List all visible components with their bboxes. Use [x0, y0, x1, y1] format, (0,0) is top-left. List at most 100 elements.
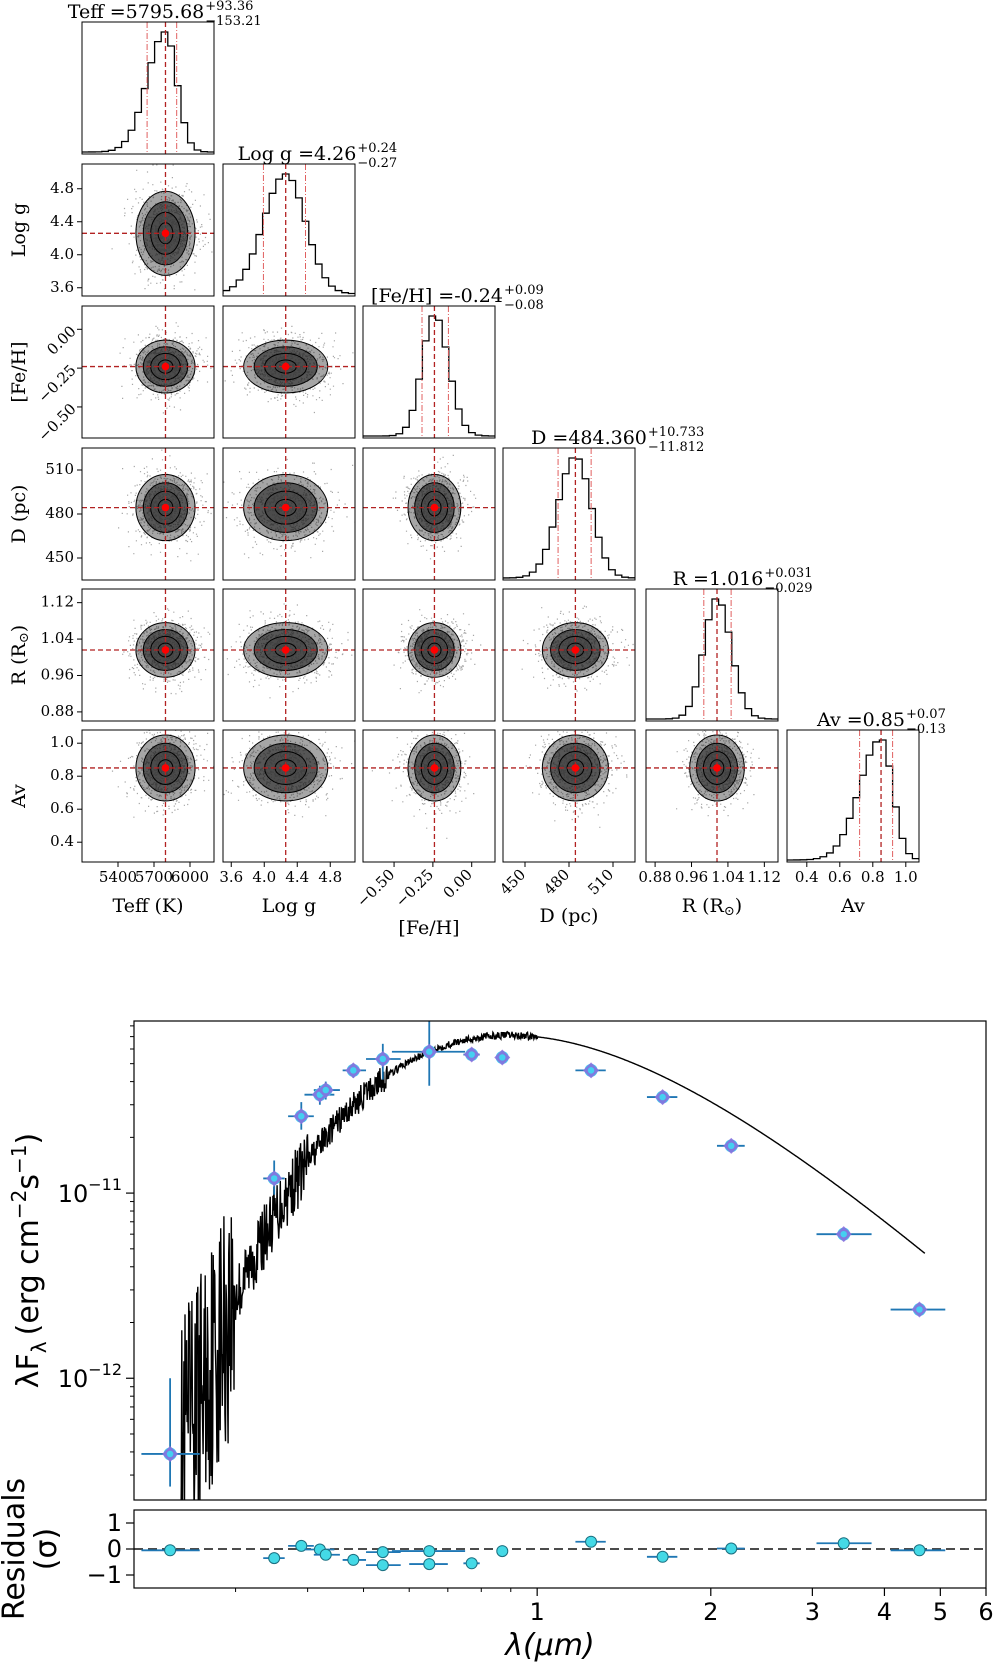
x-tick-label: 1.0 — [894, 868, 918, 886]
median-marker — [430, 646, 439, 654]
axis-label-text: [Fe/H] — [8, 341, 30, 402]
title-param-name: Av — [816, 709, 841, 731]
residuals-y-label-line2: (σ) — [29, 1528, 64, 1570]
title-equals: = — [432, 285, 454, 307]
x-axis-label-wavelength: λ(μm) — [503, 1628, 594, 1663]
sed-point-core-0 — [166, 1450, 174, 1458]
histogram-steps — [787, 739, 919, 861]
err-plus-value: 93.36 — [216, 0, 253, 14]
x-tick-label: 0.4 — [795, 868, 819, 886]
model-spectrum — [180, 1030, 926, 1500]
x-tick-label: 3.6 — [219, 868, 243, 886]
residual-point-7 — [376, 1559, 389, 1572]
scatter-panel-5-2 — [363, 730, 495, 862]
scatter-panel-5-4 — [646, 730, 778, 862]
y-tick-label: 4.8 — [50, 179, 74, 197]
x-tick-label: 0.88 — [638, 868, 671, 886]
axis-label-text: Teff (K) — [113, 895, 184, 917]
sed-point-core-1 — [270, 1175, 278, 1182]
y-tick-label: −0.25 — [34, 361, 79, 406]
y-tick-label: 1.0 — [50, 733, 74, 751]
title-equals: = — [687, 568, 709, 590]
y-tick-label: 0.8 — [50, 766, 74, 784]
scatter-panel-3-1 — [223, 448, 355, 580]
residual-point-6 — [376, 1546, 389, 1559]
tick-exponent: −11 — [88, 1175, 122, 1194]
panel-frame — [502, 447, 636, 581]
err-minus-value: 0.27 — [368, 156, 397, 171]
sed-point-core-12 — [728, 1142, 735, 1150]
panel-frame — [222, 163, 356, 297]
x-tick-label: 0.96 — [675, 868, 708, 886]
ylabel-units: (erg cm — [11, 1219, 46, 1335]
res-x-tick-label: 4 — [877, 1598, 892, 1626]
title-err-minus: −11.812 — [648, 440, 704, 455]
panel-frame — [222, 305, 356, 439]
x-tick-label: 6000 — [171, 868, 209, 886]
x-tick-label: 5400 — [99, 868, 137, 886]
y-axis-label-2: [Fe/H] — [8, 341, 30, 402]
title-equals: = — [841, 709, 863, 731]
title-err-minus: −0.13 — [906, 722, 946, 737]
err-plus-value: 0.07 — [917, 707, 946, 722]
histogram-panel-feh — [363, 306, 495, 438]
sed-point-core-2 — [298, 1113, 305, 1120]
median-marker — [161, 503, 170, 512]
x-tick-label: −0.25 — [392, 866, 437, 911]
err-minus-value: 0.08 — [515, 298, 544, 313]
panel-frame — [645, 588, 779, 722]
median-marker — [713, 764, 721, 772]
sun-symbol: ⊙ — [17, 632, 32, 643]
title-param-name: D — [531, 427, 546, 449]
title-median: 5795.68 — [126, 1, 205, 23]
sed-point-core-8 — [468, 1051, 475, 1058]
title-median: -0.24 — [454, 285, 503, 307]
histogram-panel-teff — [82, 22, 214, 154]
panel-title-2: [Fe/H] =-0.24 — [371, 285, 503, 307]
panel-title-5: Av =0.85 — [816, 709, 905, 731]
err-minus-value: 153.21 — [216, 14, 262, 29]
title-err-minus: −0.029 — [764, 581, 812, 596]
axis-label-text: Av — [840, 895, 865, 917]
sed-point-core-6 — [379, 1055, 387, 1063]
residual-point-1 — [268, 1552, 281, 1565]
title-param-name: [Fe/H] — [371, 285, 432, 307]
sed-y-tick-label: 10−12 — [58, 1360, 122, 1393]
tick-base: 10 — [58, 1180, 89, 1208]
x-axis-label-5: Av — [840, 895, 865, 917]
x-tick-label: 1.04 — [711, 868, 744, 886]
ylabel-main: λF — [11, 1353, 46, 1388]
residual-point-11 — [496, 1545, 509, 1558]
ylabel-sub: λ — [27, 1341, 51, 1353]
res-y-tick-label: 1 — [107, 1509, 122, 1537]
tick-exponent: −12 — [88, 1360, 122, 1379]
scatter-panel-3-2 — [363, 448, 495, 580]
panel-frame — [81, 305, 215, 439]
median-marker — [281, 764, 290, 772]
panel-frame — [786, 729, 920, 863]
scatter-panel-1-0 — [82, 164, 214, 296]
panel-frame — [81, 163, 215, 297]
sed-point-core-14 — [916, 1306, 923, 1313]
x-tick-label: 4.4 — [285, 868, 309, 886]
x-tick-label: −0.50 — [353, 866, 398, 911]
title-param-name: Log g — [238, 143, 292, 165]
histogram-steps — [363, 315, 495, 437]
y-tick-label: 510 — [45, 460, 74, 478]
histogram-steps — [82, 31, 214, 153]
panel-frame — [362, 447, 496, 581]
title-err-plus: +93.36 — [205, 0, 253, 14]
sun-symbol: ⊙ — [724, 904, 735, 919]
sed-point-core-13 — [840, 1230, 847, 1238]
residual-point-0 — [164, 1544, 177, 1557]
axis-label-suffix: ) — [735, 895, 742, 917]
y-axis-label-5: Av — [8, 784, 30, 809]
sed-point-core-5 — [350, 1067, 357, 1074]
residual-point-14 — [725, 1542, 738, 1555]
x-axis-label-4: R (R⊙) — [682, 895, 742, 919]
x-tick-label: 450 — [496, 866, 529, 899]
residual-point-15 — [837, 1537, 850, 1550]
y-axis-label-4: R (R⊙) — [8, 625, 32, 685]
